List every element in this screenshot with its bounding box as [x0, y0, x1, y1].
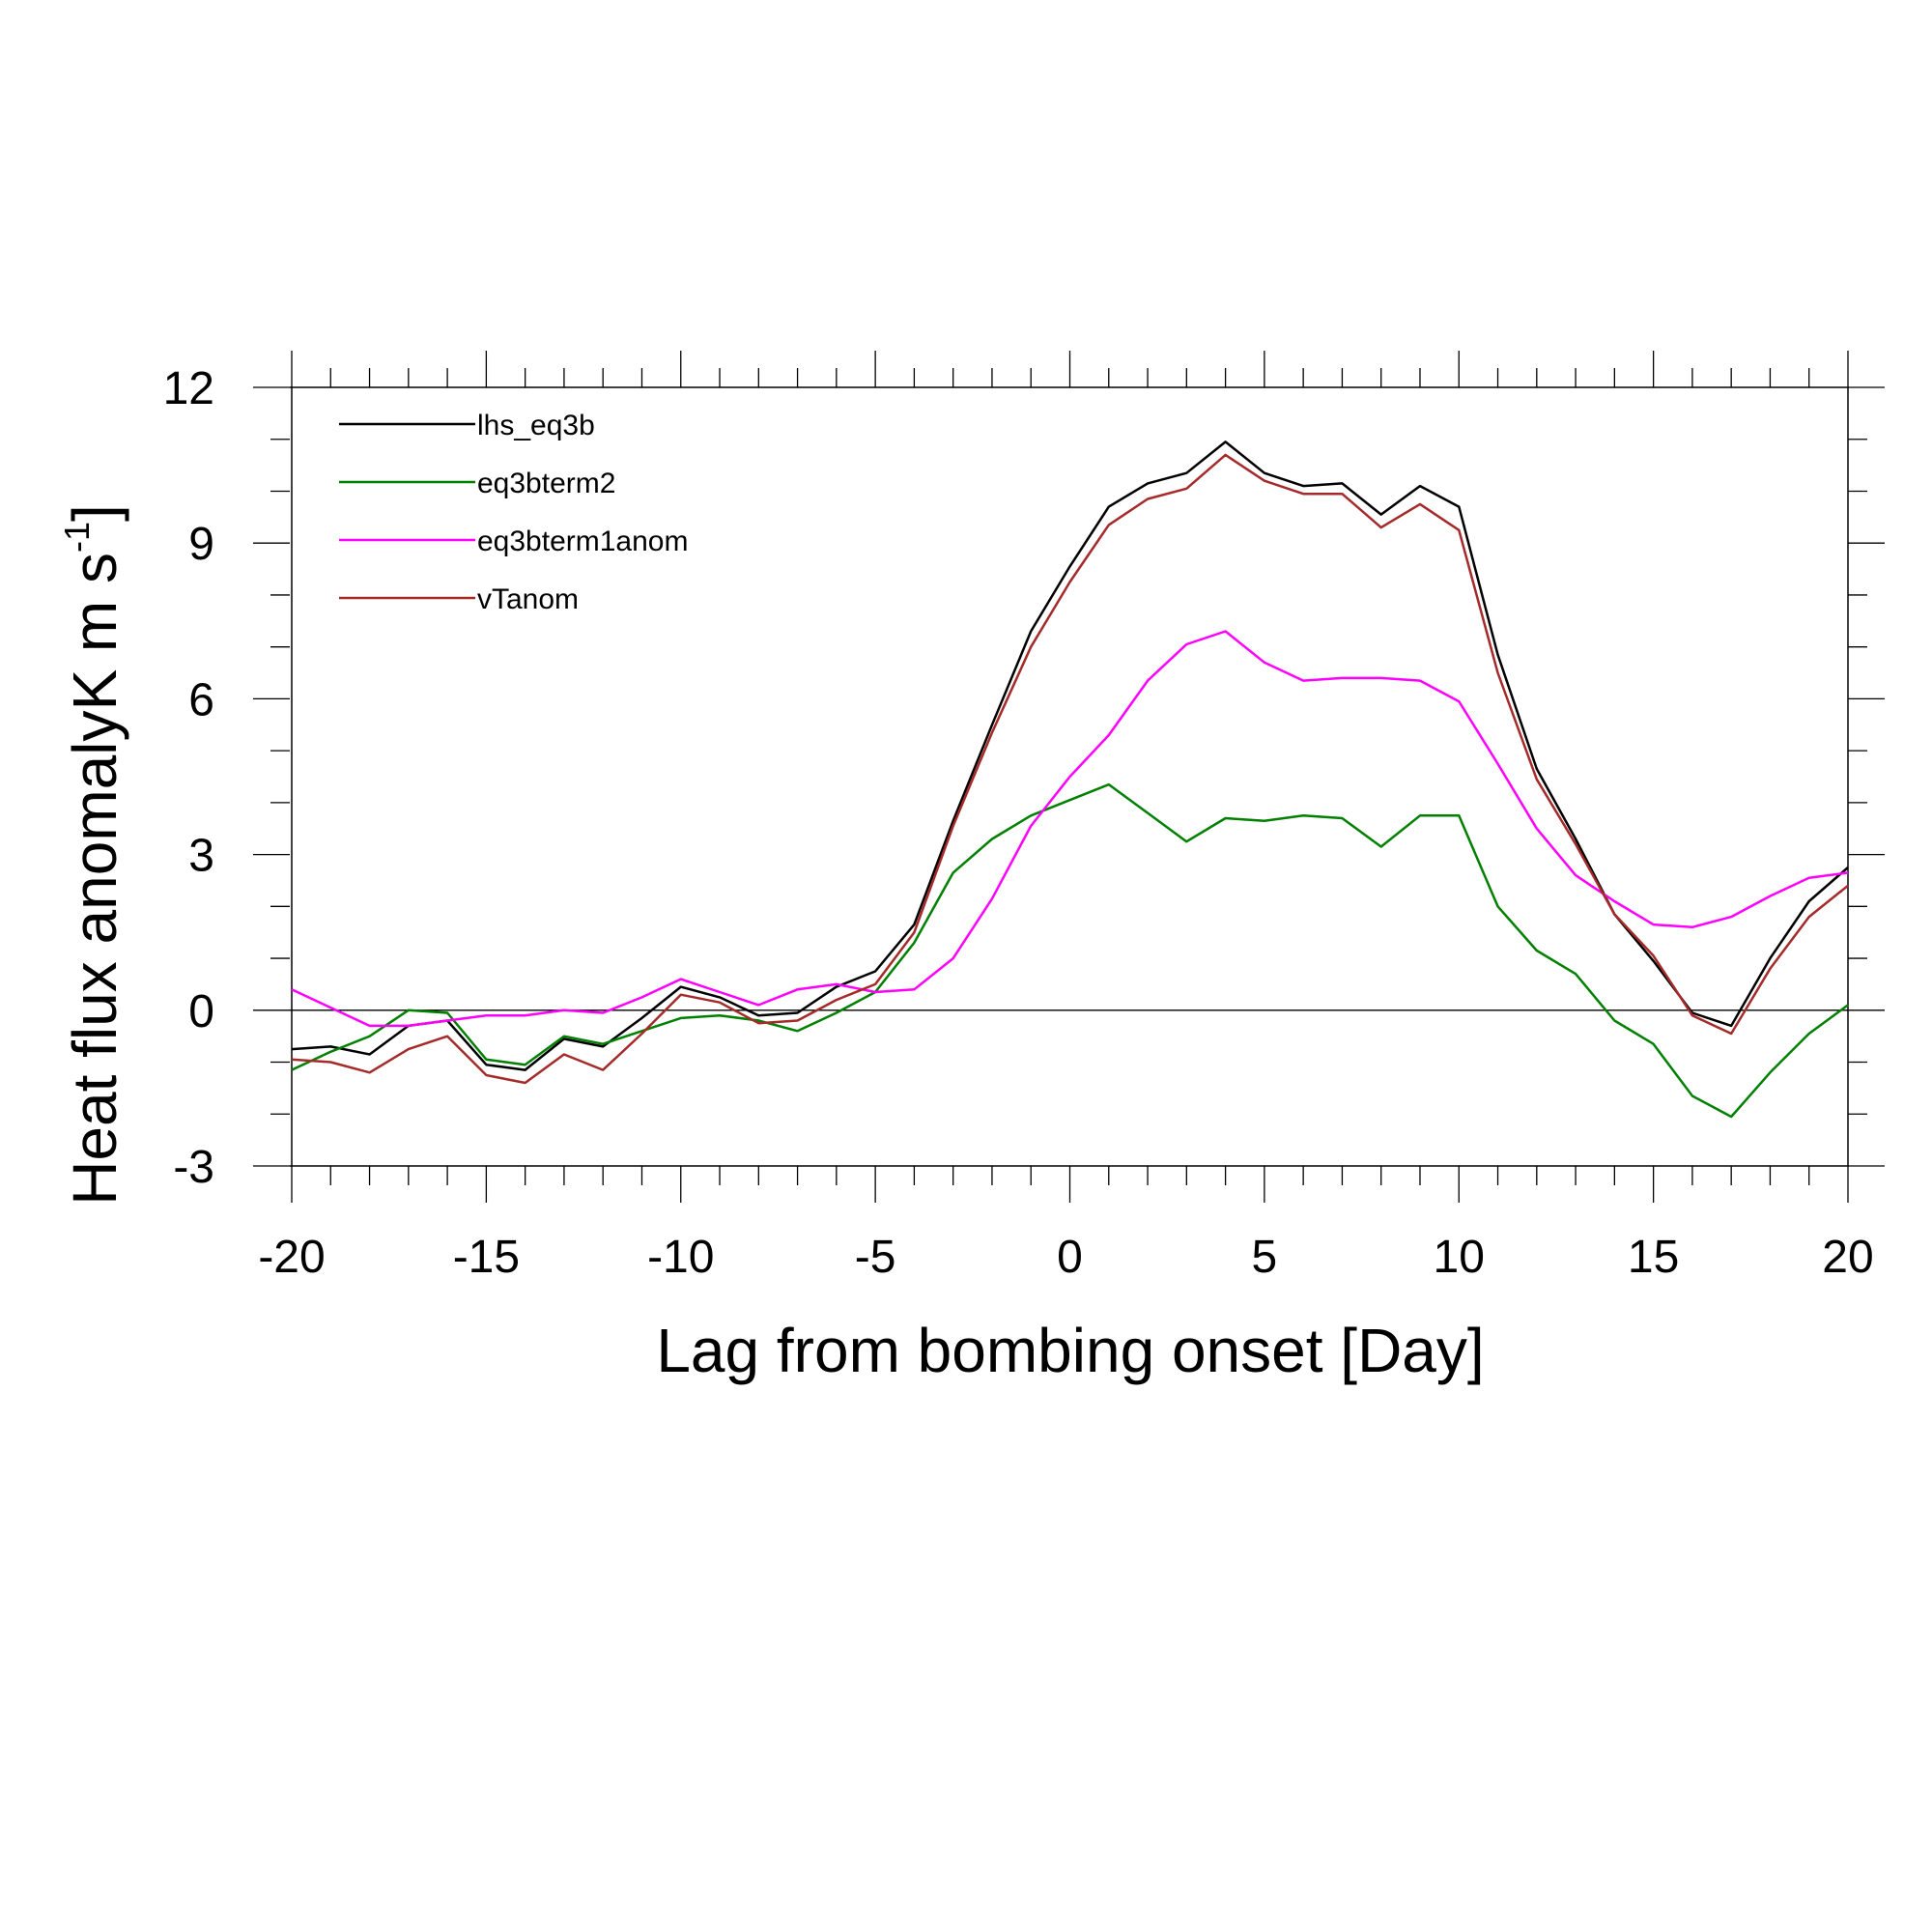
x-tick-labels: -20 -15 -10 -5 0 5 10 15 20 — [258, 1232, 1873, 1283]
series-lines — [291, 440, 1849, 1119]
series-line-lhs_eq3b — [291, 440, 1849, 1071]
y-axis-label-bracket: ] — [60, 504, 129, 522]
x-tick-label: 10 — [1434, 1232, 1485, 1283]
legend-label-eq3bterm2: eq3bterm2 — [477, 468, 615, 499]
y-tick-labels: -3 0 3 6 9 12 — [163, 363, 214, 1193]
y-tick-label: 12 — [163, 363, 214, 414]
x-tick-label: 5 — [1252, 1232, 1278, 1283]
x-axis-label: Lag from bombing onset [Day] — [656, 1316, 1484, 1385]
legend-label-vTanom: vTanom — [477, 583, 579, 615]
x-tick-label: -15 — [453, 1232, 520, 1283]
plot-frame — [290, 386, 1849, 1167]
legend: lhs_eq3b eq3bterm2 eq3bterm1anom vTanom — [339, 410, 688, 615]
y-tick-label: 9 — [188, 519, 214, 570]
y-tick-label: 0 — [188, 986, 214, 1037]
y-axis-label: Heat flux anomalyK m s-1] — [57, 504, 129, 1206]
y-axis-label-superscript: -1 — [57, 522, 97, 553]
legend-label-eq3bterm1anom: eq3bterm1anom — [477, 526, 688, 557]
major-ticks — [253, 351, 1885, 1203]
x-tick-label: 20 — [1822, 1232, 1873, 1283]
x-tick-label: -10 — [647, 1232, 714, 1283]
y-tick-label: -3 — [173, 1142, 214, 1193]
series-line-vTanom — [291, 453, 1849, 1085]
x-tick-label: 0 — [1057, 1232, 1083, 1283]
series-line-eq3bterm1anom — [291, 630, 1849, 1028]
legend-label-lhs_eq3b: lhs_eq3b — [477, 410, 595, 441]
x-tick-label: -5 — [855, 1232, 896, 1283]
y-axis-label-main: Heat flux anomalyK m s — [60, 553, 129, 1206]
x-tick-label: 15 — [1628, 1232, 1679, 1283]
series-line-eq3bterm2 — [291, 782, 1849, 1119]
y-tick-label: 3 — [188, 831, 214, 882]
x-tick-label: -20 — [258, 1232, 325, 1283]
minor-ticks — [270, 368, 1867, 1185]
y-tick-label: 6 — [188, 674, 214, 725]
